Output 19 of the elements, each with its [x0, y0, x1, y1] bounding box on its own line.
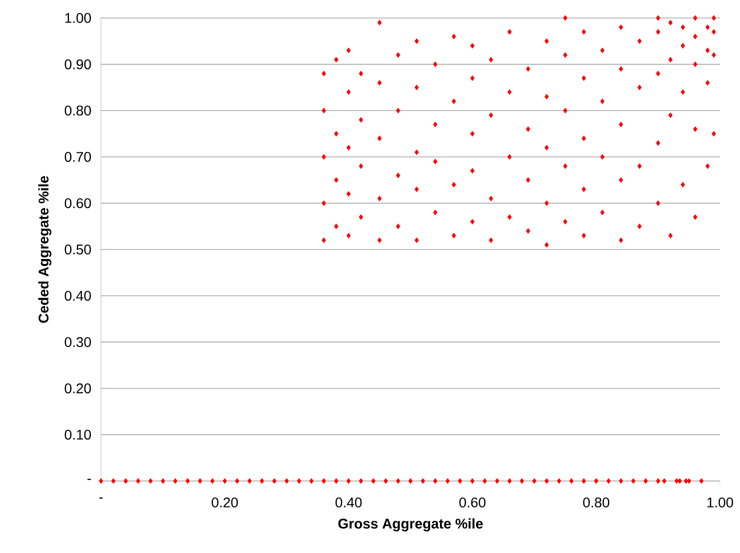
- y-tick-label: -: [87, 478, 91, 480]
- y-tick-label: 0.40: [64, 290, 91, 301]
- y-tick-label: 0.60: [64, 198, 91, 208]
- x-tick-label: -: [99, 498, 103, 499]
- y-tick-label: 1.00: [65, 13, 91, 23]
- x-tick-label: 0.20: [212, 498, 238, 508]
- y-tick-label: 0.50: [64, 244, 91, 254]
- y-tick-label: 0.30: [64, 337, 91, 348]
- y-tick-label: 0.20: [64, 383, 91, 394]
- x-tick-label: 0.60: [459, 498, 486, 508]
- x-axis-title: Gross Aggregate %ile: [338, 518, 483, 532]
- y-tick-label: 0.80: [64, 106, 91, 116]
- x-tick-label: 0.80: [583, 498, 610, 508]
- y-axis-title: Ceded Aggregate %ile: [38, 176, 52, 323]
- x-tick-label: 1.00: [707, 498, 734, 508]
- y-tick-label: 0.90: [64, 59, 91, 70]
- y-tick-label: 0.10: [64, 430, 91, 440]
- x-tick-label: 0.40: [336, 498, 362, 508]
- y-tick-label: 0.70: [64, 152, 91, 162]
